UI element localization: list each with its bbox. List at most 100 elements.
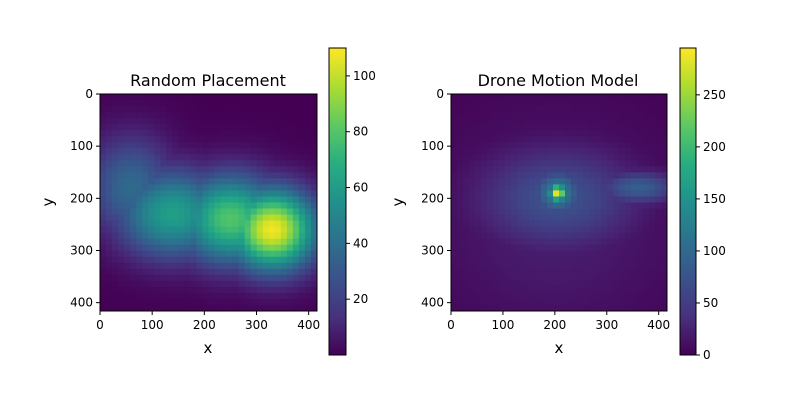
- heat-cell: [298, 262, 306, 270]
- heat-cell: [202, 124, 209, 131]
- heat-cell: [178, 208, 185, 215]
- heat-cell: [292, 106, 300, 113]
- heat-cell: [655, 214, 662, 221]
- heat-cell: [250, 136, 258, 143]
- heat-cell: [274, 94, 282, 101]
- heat-cell: [154, 274, 161, 282]
- heat-cell: [505, 262, 512, 270]
- heat-cell: [511, 94, 518, 101]
- heat-cell: [280, 268, 288, 276]
- chart-title-1: Random Placement: [130, 71, 286, 90]
- y-tick-label: 300: [421, 243, 444, 257]
- heat-cell: [148, 130, 155, 137]
- heat-cell: [553, 124, 560, 131]
- heat-cell: [535, 142, 542, 149]
- heat-cell: [172, 268, 179, 276]
- heat-cell: [208, 142, 215, 149]
- heat-cell: [481, 208, 488, 215]
- heat-cell: [463, 94, 470, 101]
- heat-cell: [469, 94, 476, 101]
- heat-cell: [553, 100, 560, 107]
- heat-cell: [220, 274, 227, 282]
- heat-cell: [232, 178, 240, 185]
- heat-cell: [154, 202, 161, 209]
- heat-cell: [571, 178, 578, 185]
- heat-cell: [595, 94, 602, 101]
- heat-cell: [523, 274, 530, 282]
- heat-cell: [457, 220, 464, 228]
- heat-cell: [589, 190, 596, 197]
- heat-cell: [178, 274, 185, 282]
- heat-cell: [160, 172, 167, 179]
- heat-cell: [607, 118, 614, 125]
- heat-cell: [529, 214, 536, 221]
- heat-cell: [589, 118, 596, 125]
- heat-cell: [493, 274, 500, 282]
- heat-cell: [607, 298, 614, 306]
- heat-cell: [304, 274, 312, 282]
- heat-cell: [529, 280, 536, 288]
- heat-cell: [571, 214, 578, 221]
- heat-cell: [280, 160, 288, 167]
- heat-cell: [268, 124, 276, 131]
- heat-cell: [523, 148, 530, 155]
- heat-cell: [196, 232, 203, 240]
- heat-cell: [481, 190, 488, 197]
- heat-cell: [298, 166, 306, 173]
- heat-cell: [451, 142, 458, 149]
- heat-cell: [511, 274, 518, 282]
- heat-cell: [565, 196, 572, 203]
- heat-cell: [142, 112, 149, 119]
- heat-cell: [649, 160, 656, 167]
- heat-cell: [232, 256, 240, 264]
- heat-cell: [451, 292, 458, 300]
- heat-cell: [463, 154, 470, 161]
- heat-cell: [124, 208, 131, 215]
- heat-cell: [148, 268, 155, 276]
- heat-cell: [196, 226, 203, 234]
- heat-cell: [625, 148, 632, 155]
- heat-cell: [493, 124, 500, 131]
- heat-cell: [631, 160, 638, 167]
- heat-cell: [607, 274, 614, 282]
- plot-frame-1: [99, 93, 318, 312]
- heat-cell: [541, 244, 548, 252]
- heat-cell: [136, 178, 143, 185]
- heat-cell: [160, 166, 167, 173]
- heat-cell: [106, 112, 113, 119]
- heat-cell: [487, 286, 494, 294]
- heat-cell: [184, 184, 191, 191]
- heat-cell: [238, 130, 246, 137]
- heat-cell: [643, 124, 650, 131]
- heat-cell: [613, 148, 620, 155]
- heat-cell: [655, 268, 662, 276]
- heat-cell: [529, 112, 536, 119]
- heat-cell: [487, 172, 494, 179]
- heat-cell: [505, 256, 512, 264]
- heat-cell: [505, 280, 512, 288]
- heat-cell: [481, 184, 488, 191]
- heat-cell: [577, 202, 584, 209]
- heat-cell: [214, 142, 221, 149]
- heat-cell: [274, 292, 282, 300]
- heat-cell: [601, 106, 608, 113]
- heat-cell: [280, 196, 288, 203]
- heat-cell: [517, 208, 524, 215]
- heat-cell: [451, 136, 458, 143]
- heat-cell: [304, 160, 312, 167]
- heat-cell: [232, 190, 240, 197]
- heat-cell: [214, 238, 221, 246]
- heat-cell: [244, 274, 252, 282]
- heat-cell: [118, 142, 125, 149]
- heat-cell: [184, 196, 191, 203]
- heat-cell: [256, 238, 264, 246]
- heat-cell: [304, 214, 312, 221]
- heat-cell: [619, 106, 626, 113]
- heat-cell: [613, 298, 620, 306]
- heat-cell: [601, 136, 608, 143]
- heat-cell: [559, 226, 566, 234]
- heat-cell: [559, 154, 566, 161]
- heat-cell: [457, 274, 464, 282]
- heat-cell: [256, 196, 264, 203]
- heat-cell: [280, 172, 288, 179]
